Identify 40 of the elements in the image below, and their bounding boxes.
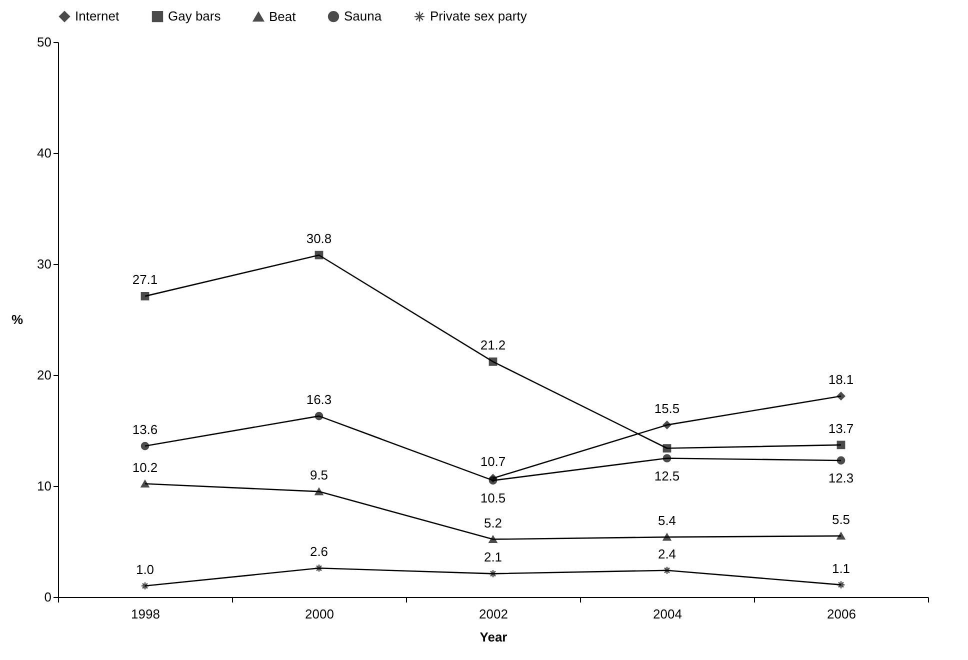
y-tick-label: 40 <box>37 146 52 160</box>
data-label: 5.4 <box>658 513 676 528</box>
data-label: 1.0 <box>136 562 154 577</box>
legend-label: Beat <box>269 8 296 24</box>
y-axis-title: % <box>11 312 24 327</box>
data-label: 10.2 <box>132 460 158 475</box>
data-label: 5.5 <box>832 512 850 527</box>
data-label: 2.1 <box>484 550 502 565</box>
data-label: 10.7 <box>480 454 506 470</box>
legend-label: Internet <box>75 8 120 24</box>
data-label: 27.1 <box>132 272 158 288</box>
data-label: 15.5 <box>654 400 680 416</box>
y-tick-label: 10 <box>37 478 52 494</box>
data-label: 12.5 <box>654 468 680 484</box>
y-tick-label: 50 <box>37 34 52 50</box>
data-label: 13.7 <box>828 420 854 436</box>
x-tick-label: 2004 <box>653 606 682 622</box>
legend-label: Sauna <box>344 8 382 24</box>
data-label: 12.3 <box>828 470 854 486</box>
data-label: 5.2 <box>484 515 502 530</box>
data-label: 2.6 <box>310 544 328 560</box>
data-label: 10.5 <box>480 490 506 506</box>
data-label: 13.6 <box>132 422 158 438</box>
data-label: 18.1 <box>828 372 854 388</box>
legend-label: Gay bars <box>168 8 222 24</box>
data-label: 1.1 <box>832 560 850 576</box>
y-tick-label: 20 <box>37 368 52 382</box>
data-label: 21.2 <box>480 338 506 353</box>
data-label: 16.3 <box>306 392 332 408</box>
data-label: 30.8 <box>306 231 332 246</box>
data-label: 9.5 <box>310 468 328 483</box>
legend-label: Private sex party <box>430 8 528 24</box>
x-tick-label: 2002 <box>479 606 508 622</box>
x-tick-label: 2000 <box>305 606 334 622</box>
x-tick-label: 2006 <box>827 606 856 622</box>
y-tick-label: 0 <box>44 590 52 604</box>
y-tick-label: 30 <box>37 256 52 272</box>
data-label: 2.4 <box>658 546 676 562</box>
x-tick-label: 1998 <box>131 606 160 622</box>
x-axis-title: Year <box>480 630 508 644</box>
